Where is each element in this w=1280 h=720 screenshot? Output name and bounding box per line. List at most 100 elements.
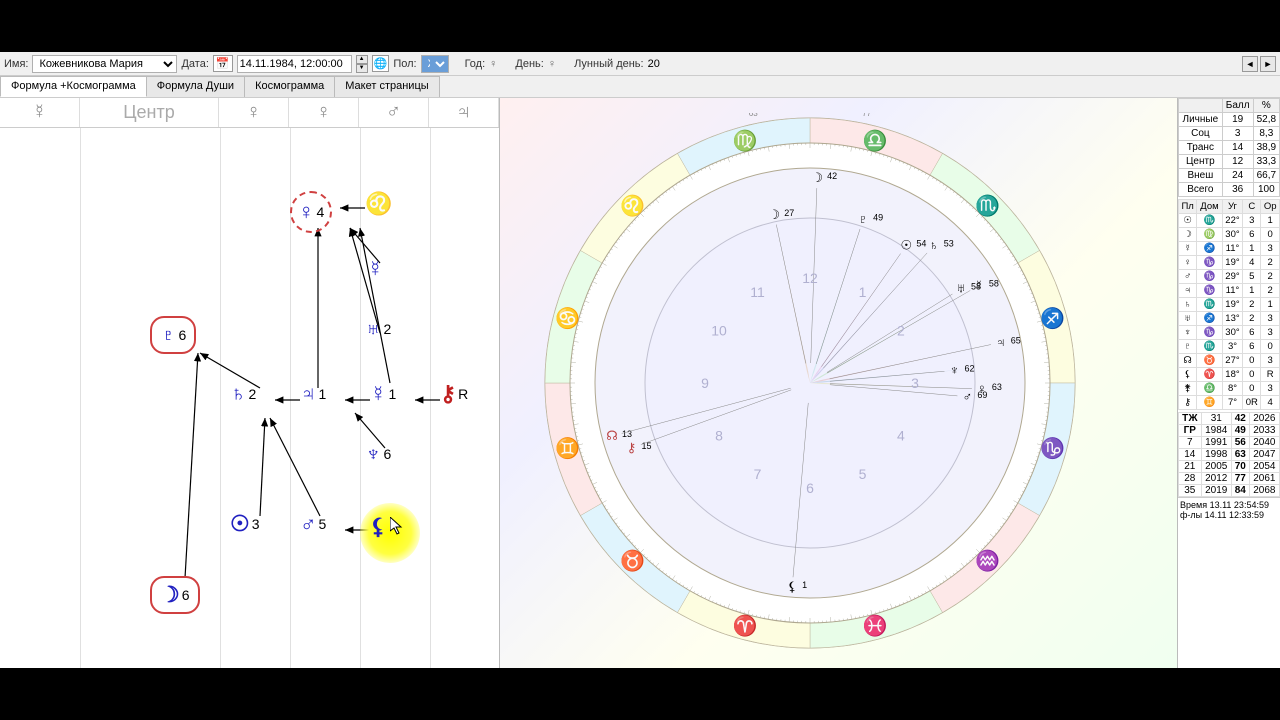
sex-label: Пол:: [393, 58, 416, 70]
svg-text:⚷: ⚷: [627, 440, 637, 455]
svg-text:27: 27: [784, 208, 794, 218]
svg-text:3: 3: [911, 375, 919, 391]
svg-text:65: 65: [1011, 335, 1021, 345]
svg-text:21: 21: [804, 652, 816, 653]
chart-panel: ♈♉♊♋♌♍♎♏♐♑♒♓637077♃65☿58♅58♀63♂69♆62♄53☉…: [500, 98, 1177, 668]
fh-center: Центр: [80, 98, 219, 127]
tab-layout[interactable]: Макет страницы: [334, 76, 439, 97]
svg-text:6: 6: [806, 480, 814, 496]
svg-text:♑: ♑: [1040, 436, 1065, 460]
node-lilith[interactable]: ⚸: [370, 514, 388, 540]
svg-text:4: 4: [897, 428, 905, 444]
svg-text:♂: ♂: [963, 389, 973, 404]
node-chiron[interactable]: ⚷R: [440, 381, 468, 407]
svg-text:⚸: ⚸: [787, 579, 797, 594]
day-label: День:: [515, 58, 543, 70]
formula-area: ♀4 ♌ ☿ ♇6 ♅2 ♄2 ♃1 ☿1 ⚷R ♆6 ☉3 ♂5 ⚸ ☽6: [0, 128, 499, 668]
svg-text:♄: ♄: [929, 238, 939, 253]
tab-cosmogram[interactable]: Космограмма: [244, 76, 335, 97]
highlight-circle: [360, 503, 420, 563]
node-mercury-sm[interactable]: ☿: [367, 256, 386, 282]
planets-table: ПлДомУгСОр☉♏22°31☽♍30°60☿♐11°13♀♑19°42♂♑…: [1178, 199, 1280, 410]
svg-text:♉: ♉: [620, 548, 645, 572]
node-neptune6[interactable]: ♆6: [365, 441, 391, 467]
node-leo[interactable]: ♌: [365, 191, 394, 217]
svg-text:58: 58: [989, 279, 999, 289]
calendar-icon[interactable]: 📅: [213, 55, 233, 72]
node-mars5[interactable]: ♂5: [300, 511, 326, 537]
svg-text:♇: ♇: [858, 211, 868, 226]
svg-text:♐: ♐: [1040, 306, 1065, 330]
day-sym: ♀: [548, 58, 556, 70]
svg-text:58: 58: [971, 282, 981, 292]
fh-col-2: ♀: [289, 98, 359, 127]
node-saturn2[interactable]: ♄2: [230, 381, 256, 407]
node-mercury1[interactable]: ☿1: [370, 381, 396, 407]
name-label: Имя:: [4, 58, 28, 70]
node-pluto6[interactable]: ♇6: [150, 316, 196, 354]
date-input[interactable]: [237, 55, 352, 73]
svg-text:♌: ♌: [620, 194, 645, 218]
lunar-value: 20: [648, 58, 660, 70]
fh-col-1: ♀: [219, 98, 289, 127]
svg-text:9: 9: [701, 375, 709, 391]
svg-text:53: 53: [944, 239, 954, 249]
svg-text:63: 63: [992, 382, 1002, 392]
nav-next-button[interactable]: ►: [1260, 56, 1276, 72]
svg-text:☽: ☽: [811, 170, 823, 185]
fh-col-0: ☿: [0, 98, 80, 127]
svg-text:☽: ☽: [768, 207, 780, 222]
formula-header: ☿ Центр ♀ ♀ ♂ ♃: [0, 98, 499, 128]
globe-icon[interactable]: 🌐: [372, 55, 390, 72]
year-sym: ♀: [489, 58, 497, 70]
svg-text:62: 62: [964, 363, 974, 373]
svg-text:♊: ♊: [555, 436, 580, 460]
svg-text:69: 69: [977, 390, 987, 400]
time-info: Время 13.11 23:54:59 ф-лы 14.11 12:33:59: [1178, 497, 1280, 522]
fh-col-3: ♂: [359, 98, 429, 127]
nav-prev-button[interactable]: ◄: [1242, 56, 1258, 72]
right-panel: Балл%Личные1952,8Соц38,3Транс1438,9Центр…: [1177, 98, 1280, 668]
svg-text:2: 2: [897, 323, 905, 339]
svg-text:♍: ♍: [733, 129, 758, 153]
tab-formula-soul[interactable]: Формула Души: [146, 76, 245, 97]
svg-text:♃: ♃: [996, 334, 1006, 349]
node-moon6[interactable]: ☽6: [150, 576, 200, 614]
node-uranus2[interactable]: ♅2: [365, 316, 391, 342]
svg-text:♆: ♆: [950, 362, 960, 377]
sex-select[interactable]: Ж: [421, 55, 449, 73]
stats-table: Балл%Личные1952,8Соц38,3Транс1438,9Центр…: [1178, 98, 1280, 197]
svg-text:10: 10: [711, 323, 727, 339]
lunar-label: Лунный день:: [574, 58, 644, 70]
svg-text:54: 54: [916, 238, 926, 248]
svg-text:♏: ♏: [975, 194, 1000, 218]
node-sun3[interactable]: ☉3: [230, 511, 260, 537]
svg-text:5: 5: [859, 466, 867, 482]
svg-text:49: 49: [873, 212, 883, 222]
svg-text:8: 8: [715, 428, 723, 444]
svg-text:♎: ♎: [863, 129, 888, 153]
svg-text:12: 12: [802, 270, 818, 286]
date-label: Дата:: [181, 58, 208, 70]
toolbar: Имя: Кожевникова Мария Дата: 📅 ▲▼ 🌐 Пол:…: [0, 52, 1280, 76]
formula-panel: ☿ Центр ♀ ♀ ♂ ♃ ♀4 ♌ ☿ ♇6 ♅2 ♄2 ♃1 ☿1 ⚷R ♆6 ☉3 ♂5 ⚸ ☽…: [0, 98, 500, 668]
svg-text:☉: ☉: [901, 237, 913, 252]
svg-text:63: 63: [749, 113, 758, 118]
svg-text:11: 11: [750, 284, 765, 300]
svg-text:13: 13: [622, 429, 632, 439]
svg-text:♒: ♒: [975, 548, 1000, 572]
year-label: Год:: [465, 58, 486, 70]
svg-text:♅: ♅: [956, 281, 966, 296]
svg-text:1: 1: [859, 284, 867, 300]
natal-chart: ♈♉♊♋♌♍♎♏♐♑♒♓637077♃65☿58♅58♀63♂69♆62♄53☉…: [540, 113, 1080, 653]
name-select[interactable]: Кожевникова Мария: [32, 55, 177, 73]
node-jupiter1[interactable]: ♃1: [300, 381, 326, 407]
tab-formula-cosmogram[interactable]: Формула +Космограмма: [0, 76, 147, 97]
tab-bar: Формула +Космограмма Формула Души Космог…: [0, 76, 1280, 98]
svg-text:♈: ♈: [733, 613, 758, 637]
svg-text:☊: ☊: [606, 428, 618, 443]
svg-text:77: 77: [862, 113, 871, 118]
node-venus4[interactable]: ♀4: [290, 191, 332, 233]
svg-text:1: 1: [802, 580, 807, 590]
date-spinners[interactable]: ▲▼: [356, 55, 368, 73]
